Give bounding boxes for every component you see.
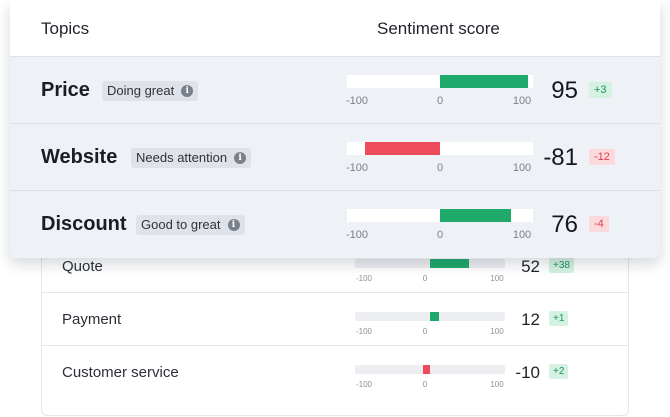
topics-column-header: Topics [41, 19, 90, 38]
status-badge-label: Doing great [107, 83, 175, 98]
sentiment-score: -81 [543, 144, 578, 171]
sentiment-bar-fill [440, 209, 511, 222]
sub-topic-row-customer-service[interactable]: Customer service -100 0 100 -10 +2 [42, 346, 628, 399]
sentiment-score: 12 [521, 310, 540, 329]
topic-name: Price [41, 79, 90, 101]
sentiment-bar-fill [430, 259, 469, 268]
axis-min-label: -100 [355, 380, 373, 389]
sub-topic-name: Quote [62, 258, 103, 275]
sentiment-bar [347, 75, 533, 88]
score-change-badge: +2 [549, 364, 569, 379]
status-badge-label: Good to great [141, 217, 221, 232]
sentiment-bar [347, 142, 533, 155]
axis-min-label: -100 [345, 229, 369, 241]
status-badge: Good to great i [136, 215, 245, 235]
sentiment-score: 95 [551, 77, 578, 104]
status-badge: Needs attention i [131, 148, 252, 168]
sub-topic-row-quote[interactable]: Quote -100 0 100 52 +38 [42, 240, 628, 293]
axis-max-label: 100 [512, 95, 532, 107]
axis-max-label: 100 [490, 380, 504, 389]
status-badge: Doing great i [102, 81, 199, 101]
axis-max-label: 100 [490, 327, 504, 336]
axis-max-label: 100 [490, 274, 504, 283]
axis-max-label: 100 [512, 229, 532, 241]
axis-min-label: -100 [345, 162, 369, 174]
sentiment-bar-fill [364, 142, 440, 155]
sentiment-bar-fill [430, 312, 439, 321]
status-badge-label: Needs attention [136, 150, 228, 165]
main-topics-card: Topics Sentiment score Price Doing great… [10, 0, 660, 258]
topic-row-price[interactable]: Price Doing great i -100 0 100 95 +3 [10, 57, 660, 124]
score-change-badge: +3 [589, 82, 612, 98]
sentiment-bar [347, 209, 533, 222]
sub-topics-card: Quote -100 0 100 52 +38 Payment -100 0 1… [41, 240, 629, 416]
sentiment-score-column-header: Sentiment score [377, 19, 500, 38]
score-change-badge: -4 [589, 216, 609, 232]
sub-topic-name: Customer service [62, 364, 179, 381]
axis-zero-label: 0 [422, 380, 428, 389]
axis-zero-label: 0 [436, 229, 444, 241]
sub-topic-name: Payment [62, 311, 122, 328]
axis-zero-label: 0 [422, 327, 428, 336]
topic-row-discount[interactable]: Discount Good to great i -100 0 100 76 -… [10, 191, 660, 258]
info-icon[interactable]: i [227, 219, 240, 231]
axis-zero-label: 0 [436, 162, 444, 174]
sentiment-bar [355, 312, 505, 321]
axis-min-label: -100 [355, 327, 373, 336]
sub-topic-row-payment[interactable]: Payment -100 0 100 12 +1 [42, 293, 628, 346]
sentiment-bar-fill [440, 75, 529, 88]
axis-zero-label: 0 [422, 274, 428, 283]
sentiment-score: -10 [515, 363, 540, 382]
table-header: Topics Sentiment score [10, 0, 660, 57]
topic-name: Discount [41, 213, 127, 235]
topic-row-website[interactable]: Website Needs attention i -100 0 100 -81… [10, 124, 660, 191]
sentiment-bar [355, 365, 505, 374]
sentiment-bar [355, 259, 505, 268]
sentiment-bar-fill [422, 365, 430, 374]
topic-name: Website [41, 146, 118, 168]
sentiment-score: 52 [521, 257, 540, 276]
score-change-badge: +1 [549, 311, 569, 326]
axis-min-label: -100 [355, 274, 373, 283]
axis-zero-label: 0 [436, 95, 444, 107]
sentiment-score: 76 [551, 211, 578, 238]
score-change-badge: -12 [589, 149, 615, 165]
info-icon[interactable]: i [181, 85, 194, 97]
info-icon[interactable]: i [234, 152, 247, 164]
axis-max-label: 100 [512, 162, 532, 174]
axis-min-label: -100 [345, 95, 369, 107]
score-change-badge: +38 [549, 258, 574, 273]
